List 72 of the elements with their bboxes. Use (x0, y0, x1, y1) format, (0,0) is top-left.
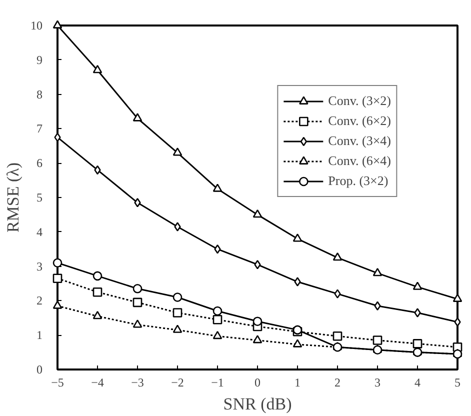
point (292, 234, 302, 242)
y-tick-label: 3 (36, 259, 42, 274)
point (132, 298, 142, 308)
point (134, 198, 141, 208)
legend-label: Conv. (3×2) (328, 93, 391, 109)
x-tick-label: −2 (171, 376, 184, 390)
point (92, 271, 102, 281)
point (174, 222, 181, 232)
point (212, 184, 222, 192)
point (332, 252, 342, 261)
point (212, 314, 222, 324)
x-tick-label: −4 (91, 376, 104, 390)
point (292, 339, 302, 348)
point (132, 113, 142, 122)
y-tick-label: 1 (36, 328, 42, 342)
point (54, 132, 61, 142)
y-tick-label: 8 (36, 87, 42, 102)
x-tick-label: 4 (414, 376, 420, 390)
x-tick-label: 0 (254, 376, 260, 390)
x-tick-label: 3 (374, 376, 380, 390)
point (92, 287, 102, 297)
x-tick-label: 1 (294, 376, 300, 390)
point (92, 64, 102, 74)
legend-label: Conv. (6×4) (328, 153, 391, 169)
y-tick-label: 2 (36, 294, 42, 308)
point (374, 301, 381, 311)
point (372, 336, 382, 345)
x-tick-label: 2 (334, 376, 340, 390)
y-tick-label: 6 (36, 156, 42, 170)
point (132, 284, 142, 294)
x-tick-label: 5 (454, 376, 460, 390)
y-tick-label: 5 (36, 190, 42, 204)
point (412, 339, 422, 348)
point (212, 330, 222, 340)
y-tick-label: 4 (36, 224, 42, 239)
point (94, 165, 101, 175)
point (214, 244, 221, 254)
legend-label: Conv. (3×4) (328, 133, 391, 149)
point (252, 316, 262, 326)
x-tick-label: −1 (211, 376, 224, 390)
point (132, 320, 142, 328)
point (454, 317, 461, 327)
point (212, 306, 222, 316)
legend-label: Prop. (3×2) (328, 173, 388, 189)
x-tick-label: −3 (131, 376, 144, 390)
point (332, 331, 342, 341)
point (52, 300, 62, 309)
point (414, 308, 421, 318)
point (172, 148, 182, 156)
point (172, 292, 182, 302)
point (52, 20, 62, 28)
point (372, 268, 382, 276)
x-axis-title: SNR (dB) (223, 394, 292, 414)
point (252, 334, 262, 344)
point (52, 274, 62, 283)
point (92, 310, 102, 320)
y-axis-title: RMSE (λ) (4, 162, 22, 233)
y-tick-label: 7 (36, 122, 42, 136)
y-tick-label: 10 (30, 18, 42, 32)
y-tick-label: 0 (36, 362, 42, 376)
legend-label: Conv. (6×2) (328, 113, 391, 129)
point (172, 324, 182, 333)
point (52, 258, 62, 268)
point (172, 308, 182, 318)
point (412, 282, 422, 290)
point (252, 209, 262, 218)
x-tick-label: −5 (51, 376, 64, 390)
y-tick-label: 9 (36, 52, 42, 67)
point (294, 277, 301, 286)
point (452, 294, 462, 302)
point (334, 289, 341, 298)
point (254, 260, 261, 270)
